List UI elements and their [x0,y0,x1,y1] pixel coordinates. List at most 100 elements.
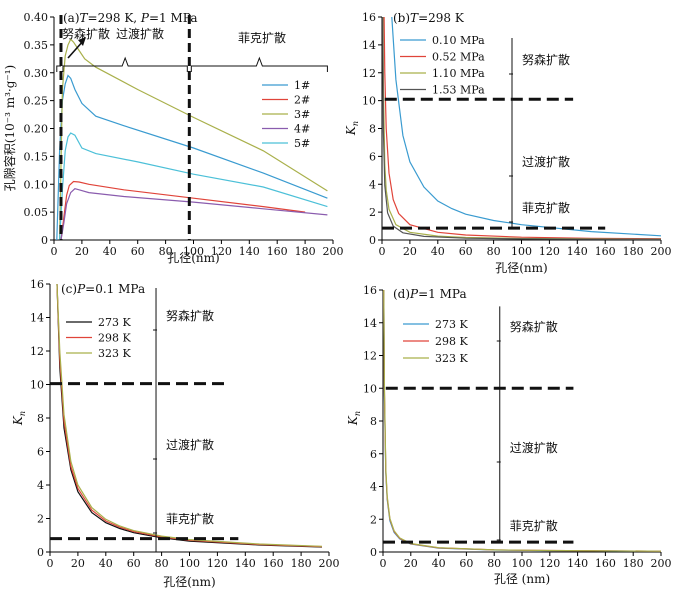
y-tick-label: 16 [363,284,377,297]
y-tick-label: 6 [369,150,376,163]
y-axis-label-main: K [346,415,360,426]
x-tick-label: 160 [267,245,288,258]
title-part: P [140,11,150,25]
series-line-0.52 MPa [383,17,661,240]
region-label-transition: 过渡扩散 [116,26,164,41]
y-tick-label: 14 [362,39,376,52]
series-line-4# [60,188,328,240]
x-tick-label: 0 [47,557,54,570]
x-tick-label: 40 [99,557,113,570]
y-tick-label: 0 [369,234,376,247]
x-tick-label: 60 [459,245,473,258]
region-label: 菲克扩散 [510,518,558,533]
y-tick-label: 0.40 [24,11,49,24]
x-tick-label: 160 [595,245,616,258]
series-line-323 K [56,284,323,547]
series-line-1# [56,74,328,240]
x-tick-label: 180 [623,245,644,258]
legend-label: 4# [294,123,310,136]
x-axis-label: 孔径 (nm) [494,572,550,586]
fick-brace [190,56,328,72]
transition-brace [62,56,188,72]
region-label: 努森扩散 [166,308,214,323]
x-tick-label: 20 [71,557,85,570]
y-tick-label: 10 [363,382,377,395]
series-line-5# [59,132,328,240]
title-part: P [76,282,86,296]
y-axis-label-sub: n [353,411,362,416]
series-line-298 K [56,284,323,548]
y-tick-label: 12 [362,67,376,80]
y-tick-label: 4 [369,178,376,191]
panel-title: (d)P=1 MPa [393,287,467,301]
y-tick-label: 12 [30,345,44,358]
panel-title: (c)P=0.1 MPa [61,282,145,296]
panel-a: 0 20 40 60 80 100 120 140 160 180 200 0 0.05 0.10 0.15… [2,11,344,265]
region-label: 努森扩散 [510,319,558,334]
legend-label: 5# [294,137,310,150]
title-part: P [409,287,419,301]
region-label-knudsen: 努森扩散 [62,26,110,41]
y-tick-label: 10 [30,379,44,392]
x-tick-label: 120 [539,557,560,570]
x-axis-label: 孔径(nm) [495,261,547,275]
legend-label: 1.10 MPa [432,67,485,80]
panel-b: 0 20 40 60 80 100 120 140 160 180 200 0 2 4 6 8 10 12 14 16… [344,11,672,275]
region-label: 过渡扩散 [166,437,214,452]
title-part: =298 K [418,11,465,25]
x-tick-label: 140 [567,557,588,570]
y-tick-label: 10 [362,95,376,108]
title-part: =1 MPa [418,287,466,301]
series-line-2# [60,180,306,240]
x-tick-label: 60 [127,557,141,570]
y-tick-label: 8 [369,123,376,136]
y-axis-label-sub: n [18,411,27,416]
legend-label: 1# [294,79,310,92]
y-axis-label-main: K [344,125,358,136]
legend-label: 2# [294,94,310,107]
x-tick-label: 140 [239,245,260,258]
x-tick-label: 80 [159,245,173,258]
y-tick-label: 0 [41,234,48,247]
y-axis-label: Kn [11,411,27,426]
x-tick-label: 100 [179,557,200,570]
series-line-3# [59,38,328,240]
panel-title: (b)T=298 K [393,11,465,25]
x-tick-label: 180 [291,557,312,570]
x-tick-label: 80 [155,557,169,570]
title-part: (d) [393,287,410,301]
x-tick-label: 140 [235,557,256,570]
region-label: 菲克扩散 [522,200,570,215]
x-axis-label: 孔径(nm) [163,575,215,589]
knudsen-brace [56,65,61,72]
y-tick-label: 6 [37,446,44,459]
y-tick-label: 0 [37,546,44,559]
region-label: 过渡扩散 [510,440,558,455]
y-axis-label-sub: n [351,121,360,126]
region-label: 菲克扩散 [166,511,214,526]
y-tick-label: 16 [362,11,376,24]
title-part: (a) [63,11,80,25]
y-tick-label: 6 [370,448,377,461]
y-tick-label: 0.30 [24,67,49,80]
legend-label: 298 K [98,332,131,345]
legend-label: 323 K [435,352,468,365]
title-part: T [410,11,419,25]
x-tick-label: 200 [319,557,340,570]
x-tick-label: 0 [379,245,386,258]
x-tick-label: 180 [295,245,316,258]
region-label: 过渡扩散 [522,154,570,169]
x-tick-label: 100 [512,557,533,570]
x-tick-label: 60 [131,245,145,258]
y-tick-label: 12 [363,350,377,363]
region-label-fick: 菲克扩散 [238,30,286,45]
y-tick-label: 4 [370,481,377,494]
x-tick-label: 80 [487,557,501,570]
title-part: T [80,11,89,25]
y-tick-label: 0.05 [24,206,49,219]
x-tick-label: 20 [404,557,418,570]
y-axis-label: 孔隙容积(10⁻³ m³·g⁻¹) [2,65,17,191]
title-part: =1 MPa [149,11,197,25]
x-tick-label: 200 [323,245,344,258]
